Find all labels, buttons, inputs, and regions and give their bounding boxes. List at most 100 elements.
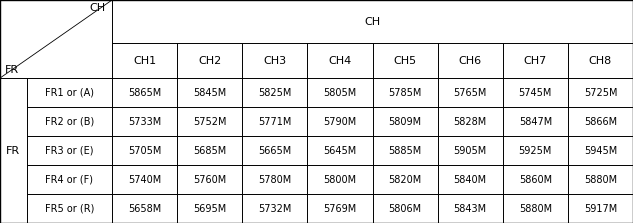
Text: 5840M: 5840M xyxy=(454,175,487,184)
Bar xyxy=(27,107,112,136)
Text: 5732M: 5732M xyxy=(258,204,292,213)
Text: 5771M: 5771M xyxy=(258,117,292,126)
Text: CH3: CH3 xyxy=(263,56,286,66)
Bar xyxy=(177,43,242,78)
Bar xyxy=(437,78,503,107)
Text: 5917M: 5917M xyxy=(584,204,617,213)
Bar xyxy=(503,136,568,165)
Bar xyxy=(27,136,112,165)
Bar xyxy=(308,165,372,194)
Bar xyxy=(503,78,568,107)
Text: 5760M: 5760M xyxy=(193,175,227,184)
Text: CH4: CH4 xyxy=(329,56,351,66)
Text: CH: CH xyxy=(365,17,380,27)
Text: 5752M: 5752M xyxy=(193,117,227,126)
Text: 5769M: 5769M xyxy=(323,204,356,213)
Bar xyxy=(308,194,372,223)
Text: 5809M: 5809M xyxy=(389,117,422,126)
Bar xyxy=(372,107,437,136)
Text: 5820M: 5820M xyxy=(389,175,422,184)
Bar xyxy=(503,194,568,223)
Text: 5880M: 5880M xyxy=(519,204,552,213)
Text: FR2 or (B): FR2 or (B) xyxy=(45,117,94,126)
Text: 5866M: 5866M xyxy=(584,117,617,126)
Text: 5905M: 5905M xyxy=(454,146,487,155)
Bar xyxy=(372,165,437,194)
Bar xyxy=(177,136,242,165)
Bar xyxy=(568,107,633,136)
Text: 5658M: 5658M xyxy=(128,204,161,213)
Bar xyxy=(242,78,308,107)
Text: CH5: CH5 xyxy=(394,56,417,66)
Bar xyxy=(112,78,177,107)
Bar xyxy=(503,165,568,194)
Text: CH: CH xyxy=(90,3,106,13)
Text: 5845M: 5845M xyxy=(193,88,227,97)
Text: 5860M: 5860M xyxy=(519,175,552,184)
Bar xyxy=(503,43,568,78)
Bar xyxy=(568,78,633,107)
Text: 5843M: 5843M xyxy=(454,204,487,213)
Text: 5745M: 5745M xyxy=(518,88,552,97)
Text: CH6: CH6 xyxy=(459,56,482,66)
Bar xyxy=(437,107,503,136)
Text: 5945M: 5945M xyxy=(584,146,617,155)
Bar xyxy=(242,136,308,165)
Bar xyxy=(0,78,27,223)
Text: FR1 or (A): FR1 or (A) xyxy=(45,88,94,97)
Bar xyxy=(177,165,242,194)
Bar xyxy=(112,194,177,223)
Bar xyxy=(308,43,372,78)
Bar xyxy=(308,136,372,165)
Bar xyxy=(177,78,242,107)
Bar xyxy=(372,136,437,165)
Text: 5825M: 5825M xyxy=(258,88,292,97)
Bar xyxy=(112,165,177,194)
Bar xyxy=(308,78,372,107)
Text: CH8: CH8 xyxy=(589,56,612,66)
Text: 5805M: 5805M xyxy=(323,88,356,97)
Bar xyxy=(27,194,112,223)
Text: 5765M: 5765M xyxy=(453,88,487,97)
Bar xyxy=(177,107,242,136)
Text: 5800M: 5800M xyxy=(323,175,356,184)
Bar xyxy=(112,43,177,78)
Text: 5785M: 5785M xyxy=(389,88,422,97)
Bar xyxy=(242,107,308,136)
Bar xyxy=(27,165,112,194)
Text: 5865M: 5865M xyxy=(128,88,161,97)
Bar xyxy=(568,165,633,194)
Text: 5685M: 5685M xyxy=(193,146,227,155)
Bar xyxy=(242,43,308,78)
Text: FR: FR xyxy=(5,65,19,74)
Bar xyxy=(0,0,112,78)
Bar xyxy=(568,43,633,78)
Bar xyxy=(112,107,177,136)
Bar xyxy=(437,136,503,165)
Text: 5705M: 5705M xyxy=(128,146,161,155)
Bar xyxy=(112,136,177,165)
Bar xyxy=(242,194,308,223)
Bar xyxy=(437,194,503,223)
Bar xyxy=(27,78,112,107)
Bar xyxy=(112,0,633,43)
Text: CH2: CH2 xyxy=(198,56,222,66)
Text: 5725M: 5725M xyxy=(584,88,617,97)
Bar xyxy=(177,194,242,223)
Text: 5847M: 5847M xyxy=(518,117,552,126)
Text: 5790M: 5790M xyxy=(323,117,356,126)
Text: 5665M: 5665M xyxy=(258,146,291,155)
Text: 5885M: 5885M xyxy=(389,146,422,155)
Bar xyxy=(372,194,437,223)
Bar xyxy=(372,43,437,78)
Text: CH7: CH7 xyxy=(523,56,547,66)
Text: FR5 or (R): FR5 or (R) xyxy=(44,204,94,213)
Bar xyxy=(308,107,372,136)
Text: 5925M: 5925M xyxy=(518,146,552,155)
Text: 5695M: 5695M xyxy=(193,204,227,213)
Bar xyxy=(372,78,437,107)
Bar xyxy=(437,165,503,194)
Text: 5780M: 5780M xyxy=(258,175,291,184)
Text: 5740M: 5740M xyxy=(128,175,161,184)
Text: FR: FR xyxy=(6,146,20,155)
